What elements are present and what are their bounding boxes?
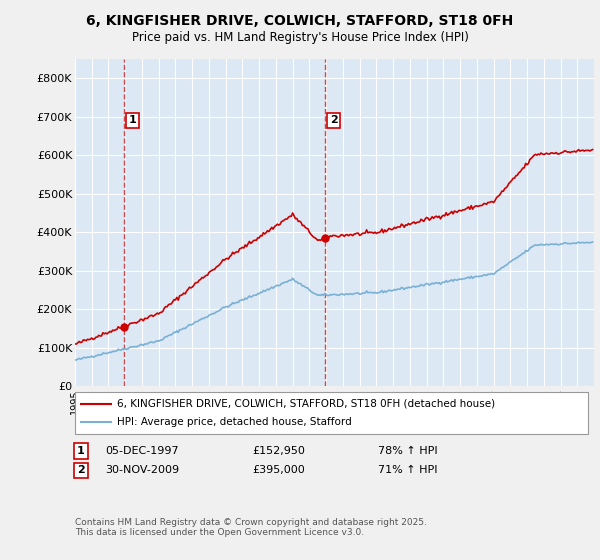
Text: 71% ↑ HPI: 71% ↑ HPI — [378, 465, 437, 475]
Text: 05-DEC-1997: 05-DEC-1997 — [105, 446, 179, 456]
Text: Contains HM Land Registry data © Crown copyright and database right 2025.
This d: Contains HM Land Registry data © Crown c… — [75, 518, 427, 538]
Text: 78% ↑ HPI: 78% ↑ HPI — [378, 446, 437, 456]
Text: 6, KINGFISHER DRIVE, COLWICH, STAFFORD, ST18 0FH (detached house): 6, KINGFISHER DRIVE, COLWICH, STAFFORD, … — [117, 399, 495, 409]
Text: Price paid vs. HM Land Registry's House Price Index (HPI): Price paid vs. HM Land Registry's House … — [131, 31, 469, 44]
Text: 6, KINGFISHER DRIVE, COLWICH, STAFFORD, ST18 0FH: 6, KINGFISHER DRIVE, COLWICH, STAFFORD, … — [86, 14, 514, 28]
Text: 30-NOV-2009: 30-NOV-2009 — [105, 465, 179, 475]
Text: 1: 1 — [77, 446, 85, 456]
Text: HPI: Average price, detached house, Stafford: HPI: Average price, detached house, Staf… — [117, 417, 352, 427]
Text: 2: 2 — [77, 465, 85, 475]
Text: £395,000: £395,000 — [252, 465, 305, 475]
Text: 2: 2 — [330, 115, 338, 125]
Text: £152,950: £152,950 — [252, 446, 305, 456]
Text: 1: 1 — [129, 115, 137, 125]
